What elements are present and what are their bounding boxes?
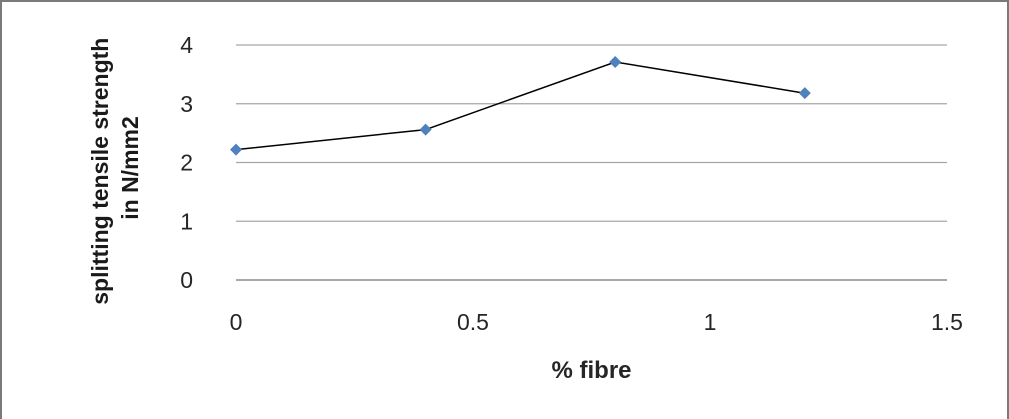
x-tick-label: 1 xyxy=(704,309,717,335)
series-line xyxy=(235,61,805,151)
data-point-marker xyxy=(230,143,242,156)
y-tick-label: 2 xyxy=(180,150,193,176)
x-axis-ticks: 0 0.5 1 1.5 xyxy=(230,309,963,335)
series-layer xyxy=(230,56,811,156)
x-tick-label: 0.5 xyxy=(457,309,489,335)
y-axis-label-line-1: splitting tensile strength xyxy=(87,38,113,305)
data-point-marker xyxy=(419,123,432,136)
y-tick-label: 4 xyxy=(180,32,193,58)
gridlines xyxy=(236,44,947,222)
y-tick-label: 1 xyxy=(180,208,193,234)
x-tick-label: 1.5 xyxy=(931,309,963,335)
y-axis-label-line-2: in N/mm2 xyxy=(117,116,143,220)
y-axis-label: splitting tensile strength in N/mm2 xyxy=(87,31,143,304)
y-tick-label: 0 xyxy=(180,267,193,293)
x-tick-label: 0 xyxy=(230,309,243,335)
y-tick-label: 3 xyxy=(180,91,193,117)
y-axis-ticks: 0 1 2 3 4 xyxy=(180,32,193,293)
data-point-marker xyxy=(798,87,811,100)
x-axis-label: % fibre xyxy=(551,357,631,384)
data-point-marker xyxy=(609,56,622,69)
